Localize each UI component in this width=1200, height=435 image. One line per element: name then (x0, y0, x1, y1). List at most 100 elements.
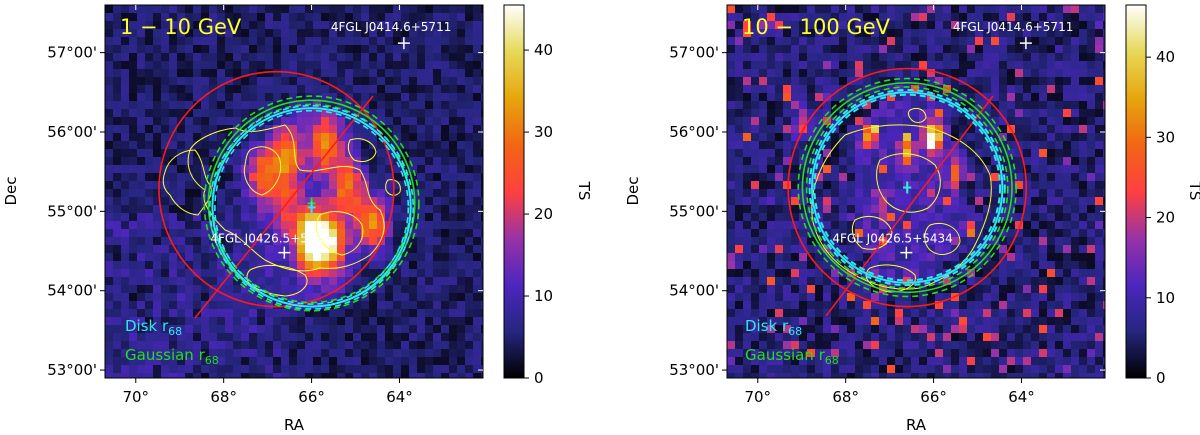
ts-pixel (1103, 45, 1105, 53)
ts-pixel (751, 37, 759, 45)
ts-pixel (185, 157, 193, 165)
ts-pixel (871, 253, 879, 261)
ts-pixel (903, 53, 911, 61)
ts-pixel (735, 45, 743, 53)
ts-pixel (1071, 229, 1079, 237)
ts-pixel (1079, 157, 1087, 165)
ts-pixel (759, 269, 767, 277)
ts-pixel (473, 117, 481, 125)
ts-pixel (743, 333, 751, 341)
ts-pixel (161, 61, 169, 69)
ts-pixel (1079, 205, 1087, 213)
ts-pixel (113, 85, 121, 93)
ts-pixel (1007, 189, 1015, 197)
ts-pixel (281, 293, 289, 301)
ts-pixel (895, 309, 903, 317)
ts-pixel (1031, 53, 1039, 61)
ts-pixel (153, 117, 161, 125)
ts-pixel (129, 133, 137, 141)
ts-pixel (385, 309, 393, 317)
ts-pixel (169, 365, 177, 373)
ts-pixel (209, 365, 217, 373)
ts-pixel (409, 149, 417, 157)
ts-pixel (1031, 213, 1039, 221)
ts-pixel (201, 181, 209, 189)
ts-pixel (241, 69, 249, 77)
ts-pixel (847, 189, 855, 197)
ts-pixel (433, 117, 441, 125)
ts-pixel (967, 165, 975, 173)
ts-pixel (879, 61, 887, 69)
ts-pixel (735, 205, 743, 213)
ts-pixel (967, 109, 975, 117)
ts-pixel (735, 29, 743, 37)
ts-pixel (767, 293, 775, 301)
ts-pixel (1039, 237, 1047, 245)
ts-pixel (919, 181, 927, 189)
ts-pixel (855, 301, 863, 309)
ts-pixel (433, 61, 441, 69)
ts-pixel (935, 221, 943, 229)
ts-pixel (457, 325, 465, 333)
ts-pixel (759, 229, 767, 237)
ts-pixel (1103, 197, 1105, 205)
ts-pixel (1071, 245, 1079, 253)
ts-pixel (137, 357, 145, 365)
ts-pixel (369, 205, 377, 213)
ts-pixel (369, 333, 377, 341)
ts-pixel (425, 13, 433, 21)
ts-pixel (1023, 69, 1031, 77)
ts-pixel (161, 213, 169, 221)
ts-pixel (241, 5, 249, 13)
ts-pixel (121, 245, 129, 253)
ts-pixel (281, 373, 289, 378)
ts-pixel (409, 349, 417, 357)
ts-pixel (903, 5, 911, 13)
ts-pixel (735, 333, 743, 341)
y-tick-label: 55°00' (47, 202, 97, 220)
ts-pixel (1039, 197, 1047, 205)
ts-pixel (233, 101, 241, 109)
ts-pixel (297, 245, 305, 253)
ts-pixel (1071, 213, 1079, 221)
ts-pixel (1031, 85, 1039, 93)
ts-pixel (759, 277, 767, 285)
ts-pixel (105, 245, 113, 253)
ts-pixel (1015, 285, 1023, 293)
ts-pixel (775, 133, 783, 141)
ts-pixel (145, 285, 153, 293)
ts-pixel (353, 245, 361, 253)
ts-pixel (113, 293, 121, 301)
ts-pixel (1023, 13, 1031, 21)
ts-pixel (209, 21, 217, 29)
ts-pixel (417, 37, 425, 45)
ts-pixel (345, 245, 353, 253)
ts-pixel (895, 197, 903, 205)
ts-pixel (895, 269, 903, 277)
ts-pixel (879, 229, 887, 237)
ts-pixel (449, 45, 457, 53)
ts-pixel (775, 141, 783, 149)
ts-pixel (201, 13, 209, 21)
ts-pixel (329, 325, 337, 333)
ts-pixel (1031, 125, 1039, 133)
ts-pixel (425, 133, 433, 141)
ts-pixel (799, 109, 807, 117)
ts-pixel (759, 21, 767, 29)
ts-pixel (417, 245, 425, 253)
ts-pixel (297, 117, 305, 125)
ts-pixel (169, 93, 177, 101)
ts-pixel (735, 357, 743, 365)
colorbar (503, 4, 525, 379)
ts-pixel (1047, 269, 1055, 277)
ts-pixel (735, 69, 743, 77)
ts-pixel (337, 173, 345, 181)
ts-pixel (129, 293, 137, 301)
ts-pixel (1079, 301, 1087, 309)
ts-pixel (185, 333, 193, 341)
ts-pixel (313, 165, 321, 173)
ts-pixel (401, 197, 409, 205)
ts-pixel (863, 141, 871, 149)
ts-pixel (983, 125, 991, 133)
ts-pixel (767, 333, 775, 341)
